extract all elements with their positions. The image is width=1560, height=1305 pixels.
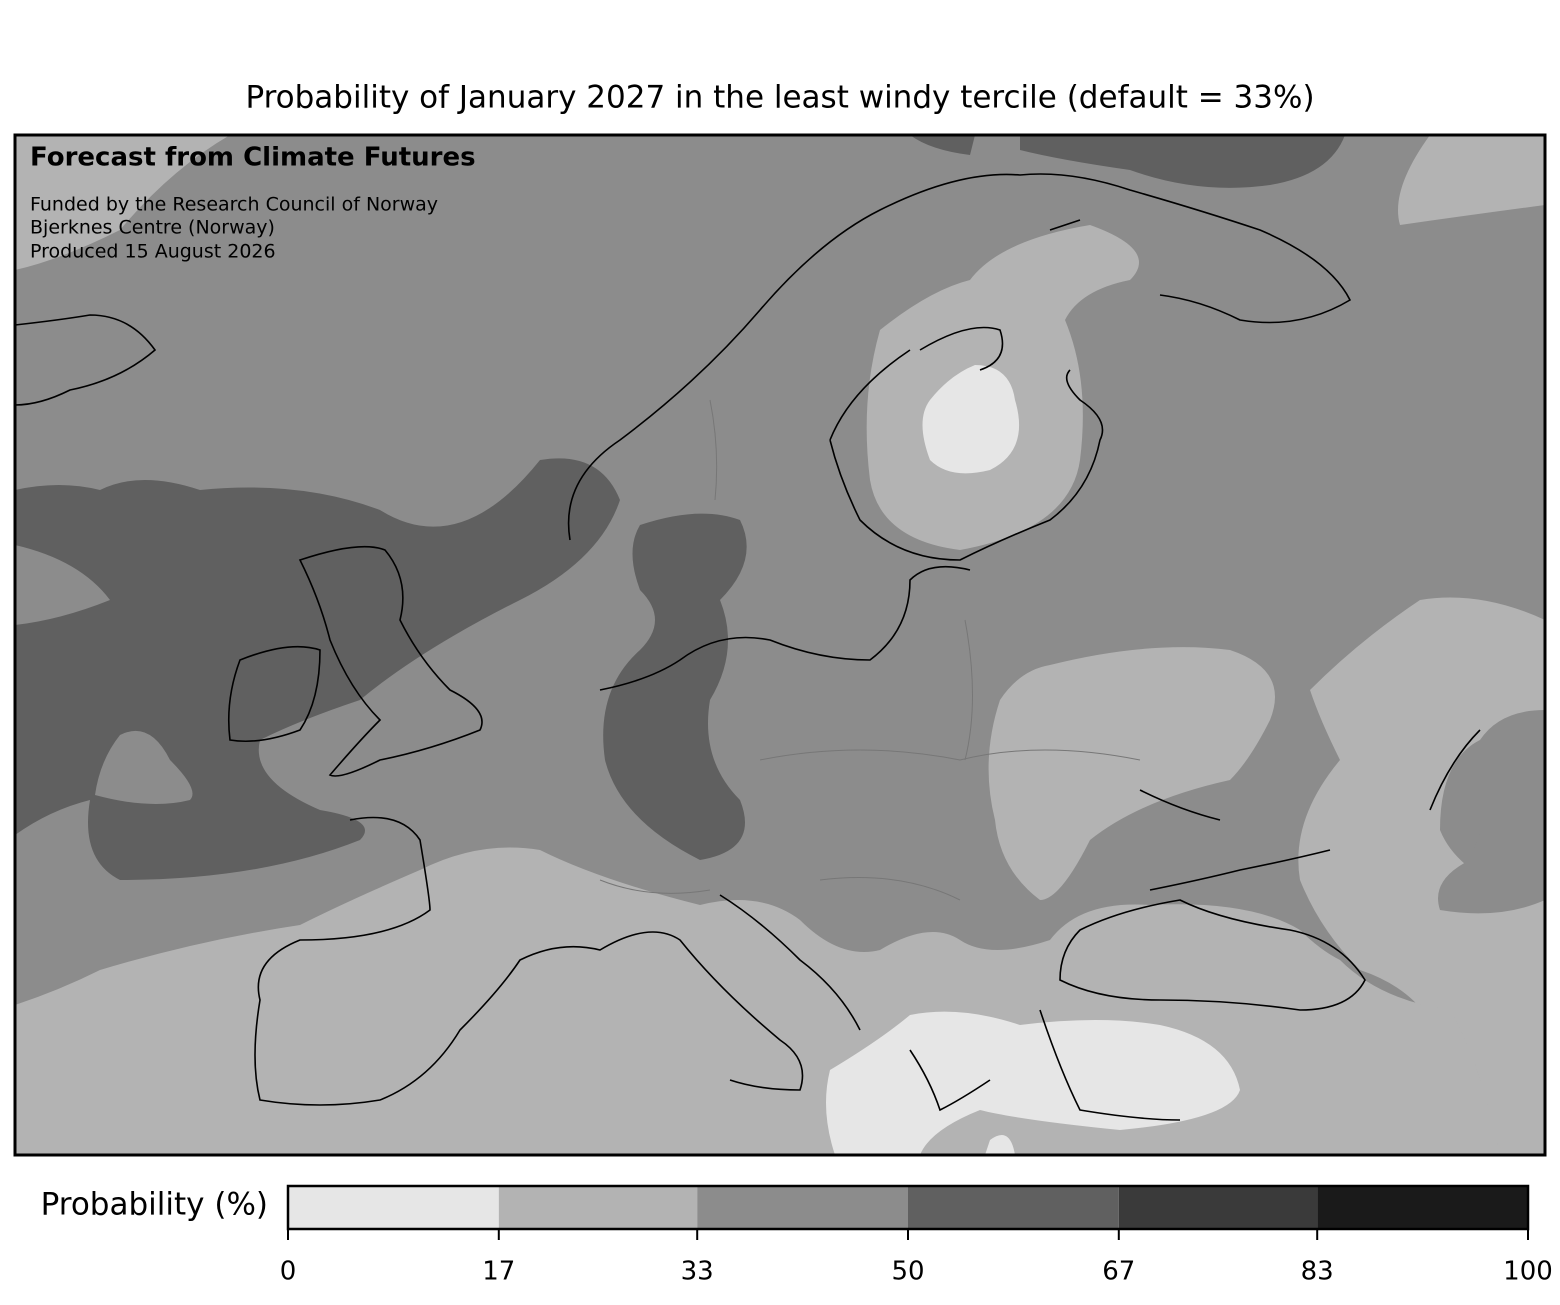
colorbar-segment xyxy=(288,1186,499,1229)
shading xyxy=(1298,597,1545,1155)
annotation-line: Produced 15 August 2026 xyxy=(30,241,276,263)
colorbar-label: Probability (%) xyxy=(41,1187,268,1223)
colorbar: 0 17 33 50 67 83 100 xyxy=(280,1184,1553,1287)
shading xyxy=(15,545,193,804)
annotation-line: Funded by the Research Council of Norway xyxy=(30,194,438,216)
annotation-heading: Forecast from Climate Futures xyxy=(30,143,476,173)
tick-label: 100 xyxy=(1503,1257,1553,1287)
tick-label: 17 xyxy=(482,1257,515,1287)
shading xyxy=(988,647,1275,900)
map xyxy=(15,135,1545,1155)
annotation-line: Bjerknes Centre (Norway) xyxy=(30,217,275,239)
shading xyxy=(603,513,747,860)
tick-label: 50 xyxy=(891,1257,924,1287)
tick-label: 33 xyxy=(681,1257,714,1287)
colorbar-segment xyxy=(498,1186,698,1229)
shading xyxy=(826,1011,1240,1155)
colorbar-segment xyxy=(697,1186,908,1229)
tick-label: 67 xyxy=(1102,1257,1135,1287)
shading xyxy=(922,365,1020,474)
colorbar-segment xyxy=(908,1186,1119,1229)
shading xyxy=(910,135,1345,188)
colorbar-segment xyxy=(1118,1186,1318,1229)
colorbar-segment xyxy=(1317,1186,1528,1229)
shading xyxy=(1438,811,1545,914)
shading xyxy=(15,135,230,270)
title: Probability of January 2027 in the least… xyxy=(245,80,1314,116)
shading xyxy=(1398,135,1545,225)
map-frame xyxy=(13,133,1547,1157)
tick-label: 83 xyxy=(1301,1257,1334,1287)
tick-label: 0 xyxy=(280,1257,297,1287)
